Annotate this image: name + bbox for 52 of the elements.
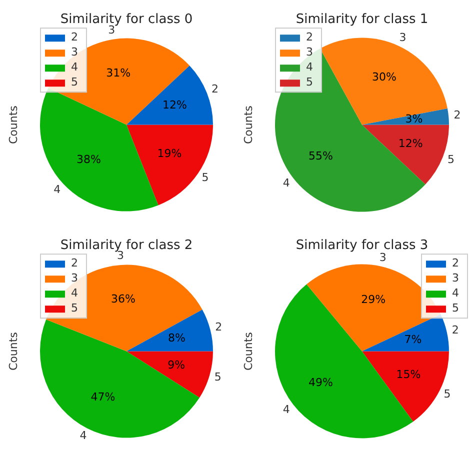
slice-label: 4 (282, 176, 290, 190)
slice-label: 2 (452, 323, 459, 336)
data-label: 55% (308, 150, 333, 163)
data-label: 19% (157, 146, 182, 160)
legend-label: 4 (452, 286, 459, 300)
slice-label: 4 (54, 182, 61, 196)
text: Counts (6, 332, 20, 371)
legend-label: 5 (71, 301, 78, 314)
legend-label: 3 (452, 271, 459, 284)
legend-label: 4 (71, 60, 78, 74)
legend-label: 2 (452, 256, 459, 270)
legend-label: 3 (71, 45, 78, 58)
data-label: 12% (398, 136, 423, 150)
legend-label: 4 (71, 286, 78, 300)
text: Counts (242, 332, 255, 371)
slice-label: 3 (379, 250, 386, 264)
data-label: 7% (404, 332, 422, 346)
data-label: 49% (308, 376, 333, 390)
legend-label: 4 (306, 60, 313, 74)
legend-label: 2 (71, 256, 78, 270)
data-label: 3% (405, 112, 423, 126)
data-label: 31% (106, 66, 131, 80)
legend-label: 5 (71, 75, 78, 88)
legend-label: 5 (306, 75, 313, 88)
legend-label: 2 (306, 30, 313, 44)
slice-label: 2 (215, 320, 222, 334)
data-label: 47% (90, 390, 116, 404)
data-label: 15% (396, 368, 421, 381)
slice-label: 3 (399, 31, 406, 44)
text: Counts (242, 105, 255, 144)
legend-label: 2 (71, 30, 78, 44)
text: Counts (6, 105, 20, 144)
data-label: 8% (168, 331, 186, 344)
data-label: 29% (361, 293, 386, 306)
slice-label: 5 (447, 152, 454, 166)
legend-label: 3 (71, 271, 78, 284)
slice-label: 2 (454, 108, 461, 122)
data-label: 12% (162, 98, 187, 112)
chart-title: Similarity for class 3 (296, 238, 428, 254)
slice-label: 4 (80, 428, 87, 442)
slice-label: 5 (202, 171, 209, 184)
chart-title: Similarity for class 1 (296, 12, 428, 28)
data-label: 38% (76, 153, 101, 166)
legend-label: 5 (452, 301, 459, 314)
data-label: 9% (168, 358, 186, 372)
slice-label: 2 (211, 82, 218, 96)
legend-label: 3 (306, 45, 313, 58)
slice-label: 4 (282, 402, 290, 416)
data-label: 30% (372, 70, 396, 84)
slice-label: 5 (214, 370, 222, 384)
data-label: 36% (111, 292, 136, 306)
slice-label: 5 (444, 388, 451, 401)
